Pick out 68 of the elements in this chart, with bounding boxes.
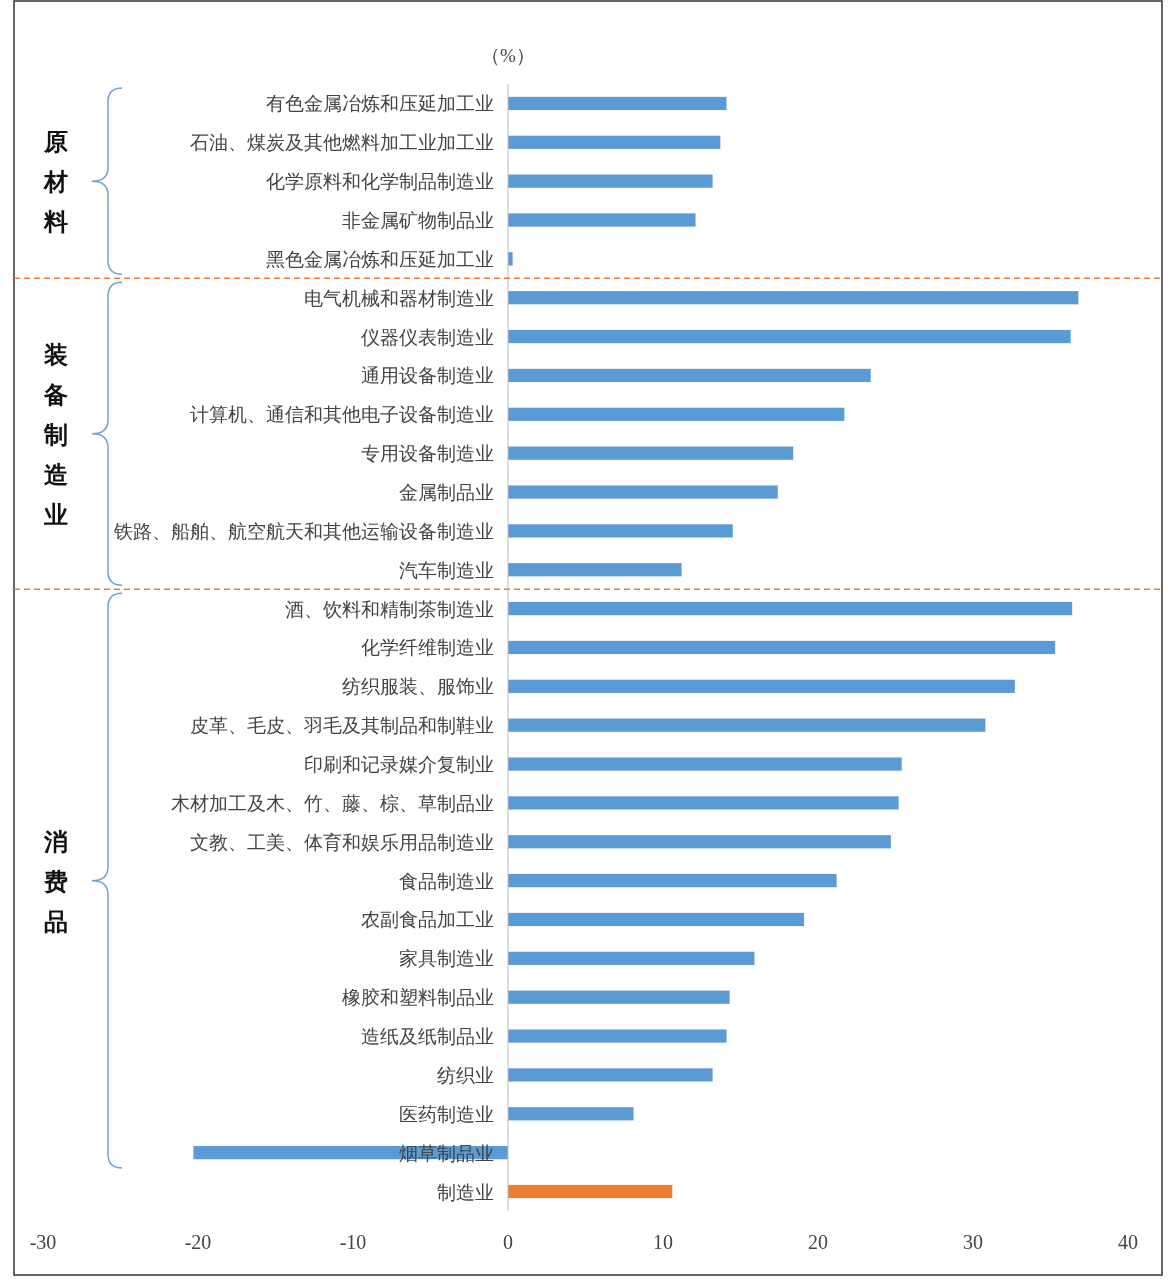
x-tick-label: 20: [808, 1231, 828, 1253]
x-tick-label: 40: [1118, 1231, 1138, 1253]
bar: [508, 368, 871, 383]
y-tick-label: 铁路、船舶、航空航天和其他运输设备制造业: [113, 520, 494, 542]
y-tick-label: 黑色金属冶炼和压延加工业: [266, 248, 494, 270]
y-tick-label: 烟草制品业: [399, 1142, 494, 1164]
bar: [508, 1068, 713, 1082]
bar: [508, 213, 696, 227]
bar: [508, 407, 845, 421]
x-tick-label: 30: [963, 1231, 983, 1253]
bar: [508, 291, 1079, 305]
y-tick-label: 纺织业: [437, 1064, 494, 1086]
y-tick-label: 造纸及纸制品业: [361, 1026, 494, 1048]
y-tick-label: 印刷和记录媒介复制业: [304, 754, 494, 776]
bar: [508, 757, 902, 771]
x-tick-label: 0: [503, 1231, 513, 1253]
annotation: 消费品: [43, 828, 68, 935]
bar: [508, 174, 713, 188]
bar: [508, 990, 730, 1004]
y-tick-label: 纺织服装、服饰业: [342, 676, 494, 698]
y-tick-label: 制造业: [437, 1181, 494, 1203]
y-tick-label: 家具制造业: [399, 948, 494, 970]
x-tick-label: -10: [339, 1231, 367, 1253]
y-tick-label: 石油、煤炭及其他燃料加工业加工业: [190, 132, 494, 154]
bar: [508, 1107, 634, 1121]
y-tick-label: 橡胶和塑料制品业: [342, 987, 494, 1009]
bar: [508, 1184, 673, 1199]
bar: [508, 96, 727, 111]
bar: [508, 329, 1071, 344]
bar: [508, 912, 805, 927]
y-tick-label: 仪器仪表制造业: [361, 326, 494, 348]
bar: [508, 835, 891, 849]
y-tick-label: 食品制造业: [399, 870, 494, 892]
bar: [508, 640, 1056, 655]
y-tick-label: 计算机、通信和其他电子设备制造业: [190, 404, 494, 426]
bar: [508, 1029, 727, 1043]
annotation: 装备制造业: [43, 341, 68, 528]
bar: [508, 874, 837, 888]
y-tick-label: 通用设备制造业: [361, 365, 494, 387]
y-tick-label: 金属制品业: [399, 482, 494, 504]
y-tick-label: 专用设备制造业: [361, 443, 494, 465]
y-tick-label: 化学原料和化学制品制造业: [266, 171, 494, 193]
bar: [508, 485, 778, 499]
x-tick-label: 10: [653, 1231, 673, 1253]
bar: [508, 135, 721, 149]
y-tick-label: 非金属矿物制品业: [342, 210, 494, 232]
x-axis-title: （%）: [481, 45, 535, 66]
bar: [508, 951, 755, 965]
bar: [508, 446, 794, 460]
y-tick-label: 酒、饮料和精制茶制造业: [285, 598, 494, 620]
x-tick-label: -30: [29, 1231, 57, 1253]
y-tick-label: 电气机械和器材制造业: [304, 287, 494, 309]
bar: [508, 563, 682, 577]
y-tick-label: 医药制造业: [399, 1103, 494, 1125]
bar: [508, 602, 1073, 616]
bar: [508, 718, 986, 732]
y-tick-label: 皮革、毛皮、羽毛及其制品和制鞋业: [190, 715, 494, 737]
y-tick-label: 汽车制造业: [399, 559, 494, 581]
y-tick-label: 农副食品加工业: [361, 909, 494, 931]
y-tick-label: 木材加工及木、竹、藤、棕、草制品业: [171, 792, 494, 814]
annotation: 原材料: [43, 129, 68, 236]
bar: [508, 679, 1015, 693]
x-tick-label: -20: [184, 1231, 212, 1253]
bar: [508, 524, 733, 538]
y-tick-label: 化学纤维制造业: [361, 637, 494, 659]
bar: [508, 796, 899, 810]
y-tick-label: 文教、工美、体育和娱乐用品制造业: [190, 831, 494, 853]
y-tick-label: 有色金属冶炼和压延加工业: [266, 93, 494, 115]
